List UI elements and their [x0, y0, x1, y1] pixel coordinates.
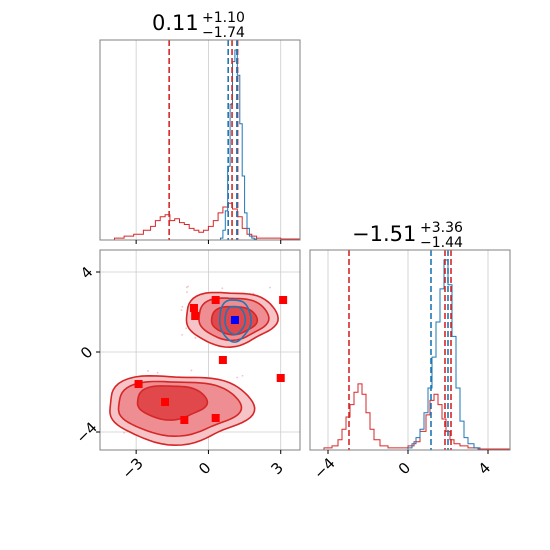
marginal-histogram-param1	[99, 39, 301, 244]
joint-xtick-label: 3	[267, 459, 286, 478]
title-param2-lower: −1.44	[420, 235, 463, 251]
joint-sample-dot	[187, 285, 190, 288]
joint-sample-dot	[123, 431, 126, 434]
joint-sample-dot	[181, 333, 184, 336]
joint-red-marker	[180, 416, 189, 424]
title-param2: −1.51 +3.36 −1.44	[352, 220, 463, 251]
joint-sample-dot	[180, 309, 183, 311]
right-panel-bg	[310, 250, 510, 450]
joint-ytick-label: 0	[77, 343, 96, 362]
right-xtick-label: −4	[310, 454, 338, 482]
joint-sample-dot	[241, 374, 244, 377]
title-param1-value: 0.11	[152, 11, 199, 35]
hist1-red-series	[100, 202, 301, 241]
joint-red-marker	[191, 312, 200, 320]
joint-sample-dot	[252, 292, 255, 295]
joint-sample-dot	[181, 305, 184, 308]
title-param2-value: −1.51	[352, 222, 416, 246]
top-panel-frame	[99, 39, 301, 241]
joint-sample-dot	[236, 376, 239, 379]
right-xtick-label: 4	[475, 459, 494, 478]
joint-red-marker	[161, 398, 170, 406]
joint-red-marker	[211, 296, 220, 304]
marginal-histogram-param2: −4 0 4	[309, 249, 511, 483]
joint-sample-dot	[147, 370, 149, 372]
joint-sample-dot	[221, 287, 224, 290]
joint-red-marker	[276, 374, 285, 382]
title-param1: 0.11 +1.10 −1.74	[152, 10, 245, 41]
joint-xtick-label: −3	[118, 454, 146, 482]
title-param2-upper: +3.36	[420, 220, 463, 236]
title-param1-upper: +1.10	[202, 10, 245, 26]
joint-ytick-label: −4	[73, 419, 101, 447]
joint-sample-dot	[190, 369, 193, 372]
joint-sample-dot	[185, 327, 188, 330]
joint-red-marker	[189, 304, 198, 312]
joint-sample-dot	[194, 337, 197, 339]
right-xtick-label: 0	[395, 459, 414, 478]
top-panel-bg	[100, 40, 300, 240]
joint-sample-dot	[186, 291, 188, 294]
joint-red-marker	[134, 380, 143, 388]
joint-sample-dot	[269, 286, 271, 289]
hist2-blue-series	[404, 259, 481, 451]
joint-contour-blue-inner	[224, 305, 247, 336]
joint-contour-blue-outer	[219, 299, 252, 343]
title-param1-lower: −1.74	[202, 25, 245, 41]
joint-sample-dot	[185, 286, 188, 289]
joint-red-marker	[211, 414, 220, 422]
joint-blue-marker	[230, 316, 239, 324]
joint-sample-dot	[156, 371, 159, 374]
joint-density-plot: −3 0 3 −4 0 4	[73, 249, 301, 483]
joint-panel-frame	[99, 249, 301, 451]
right-panel-frame	[309, 249, 511, 451]
hist1-blue-series	[218, 49, 258, 241]
joint-red-marker	[218, 356, 227, 364]
joint-ytick-label: 4	[77, 263, 96, 282]
joint-contour-lower-inner	[136, 385, 209, 421]
joint-red-marker	[279, 296, 288, 304]
joint-xtick-label: 0	[195, 459, 214, 478]
